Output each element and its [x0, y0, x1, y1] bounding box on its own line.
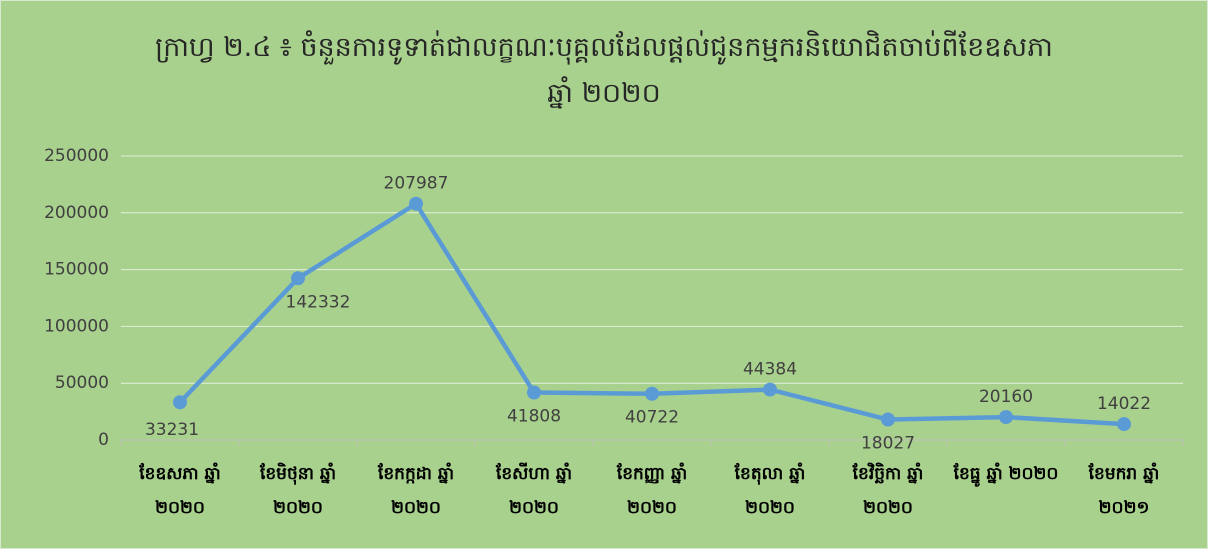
data-label: 33231: [145, 420, 199, 440]
data-label: 44384: [743, 360, 797, 380]
marker: [291, 271, 305, 286]
data-label: 18027: [861, 434, 915, 454]
data-label: 40722: [625, 408, 679, 428]
data-label: 14022: [1097, 394, 1151, 414]
data-label: 41808: [507, 407, 561, 427]
x-tick-label: ខែតុលា ឆ្នាំ ២០២០: [734, 464, 806, 518]
marker: [1117, 417, 1131, 432]
chart-title: ឆ្នាំ ២០២០: [547, 78, 661, 109]
data-label: 207987: [384, 174, 449, 194]
marker: [881, 412, 895, 427]
marker: [409, 196, 423, 211]
chart-title: ក្រាហ្វ ២.៤ ៖ ចំនួនការទូទាត់ជាលក្ខណៈបុគ្…: [155, 32, 1053, 63]
x-tick-label: ខែកញ្ញា ឆ្នាំ ២០២០: [616, 464, 688, 518]
y-tick-label: 0: [98, 430, 109, 450]
marker: [999, 410, 1013, 425]
y-tick-label: 150000: [44, 260, 109, 280]
marker: [763, 382, 777, 397]
x-tick-label: ខែកក្កដា ឆ្នាំ ២០២០: [377, 464, 455, 518]
data-label: 142332: [286, 292, 351, 312]
x-tick-label: ខែសីហា ឆ្នាំ ២០២០: [495, 464, 573, 518]
x-tick-label: ខែឧសភា ឆ្នាំ ២០២០: [139, 464, 221, 518]
x-tick-label: ខែមករា ឆ្នាំ ២០២១: [1088, 464, 1160, 518]
y-tick-label: 100000: [44, 316, 109, 336]
marker: [527, 385, 541, 400]
y-tick-label: 50000: [55, 373, 109, 393]
marker: [645, 386, 659, 401]
data-label: 20160: [979, 387, 1033, 407]
x-tick-label: ខែមិថុនា ឆ្នាំ ២០២០: [259, 464, 337, 518]
x-tick-label: ខែវិច្ឆិកា ឆ្នាំ ២០២០: [852, 464, 924, 518]
marker: [173, 395, 187, 410]
y-tick-label: 250000: [44, 146, 109, 166]
y-tick-label: 200000: [44, 203, 109, 223]
x-tick-label: ខែធ្នូ ឆ្នាំ ២០២០: [953, 464, 1059, 484]
